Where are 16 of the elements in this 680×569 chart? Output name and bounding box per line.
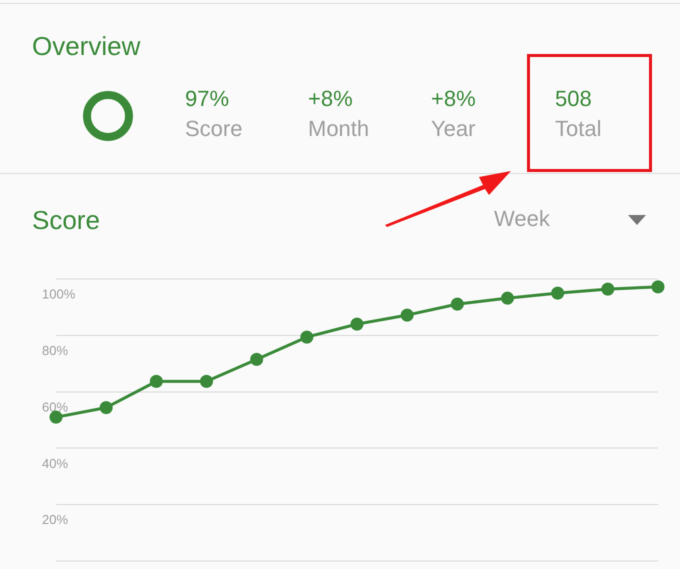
- text: Overview: [32, 31, 140, 61]
- text: 508: [555, 86, 592, 111]
- y-tick-label: 80%: [42, 342, 68, 358]
- text: Score: [185, 116, 242, 141]
- text: +8%: [431, 86, 476, 111]
- text: Year: [431, 116, 476, 141]
- y-tick-label: 20%: [42, 512, 68, 528]
- y-tick-label: 60%: [42, 399, 68, 414]
- text: Total: [555, 116, 602, 141]
- text: +8%: [308, 86, 353, 111]
- text: Month: [308, 116, 370, 141]
- chart-title: Score: [32, 205, 100, 235]
- text: 97%: [185, 86, 230, 111]
- y-tick-label: 40%: [42, 456, 68, 471]
- y-tick-label: 100%: [42, 286, 76, 302]
- text: Week: [494, 206, 550, 231]
